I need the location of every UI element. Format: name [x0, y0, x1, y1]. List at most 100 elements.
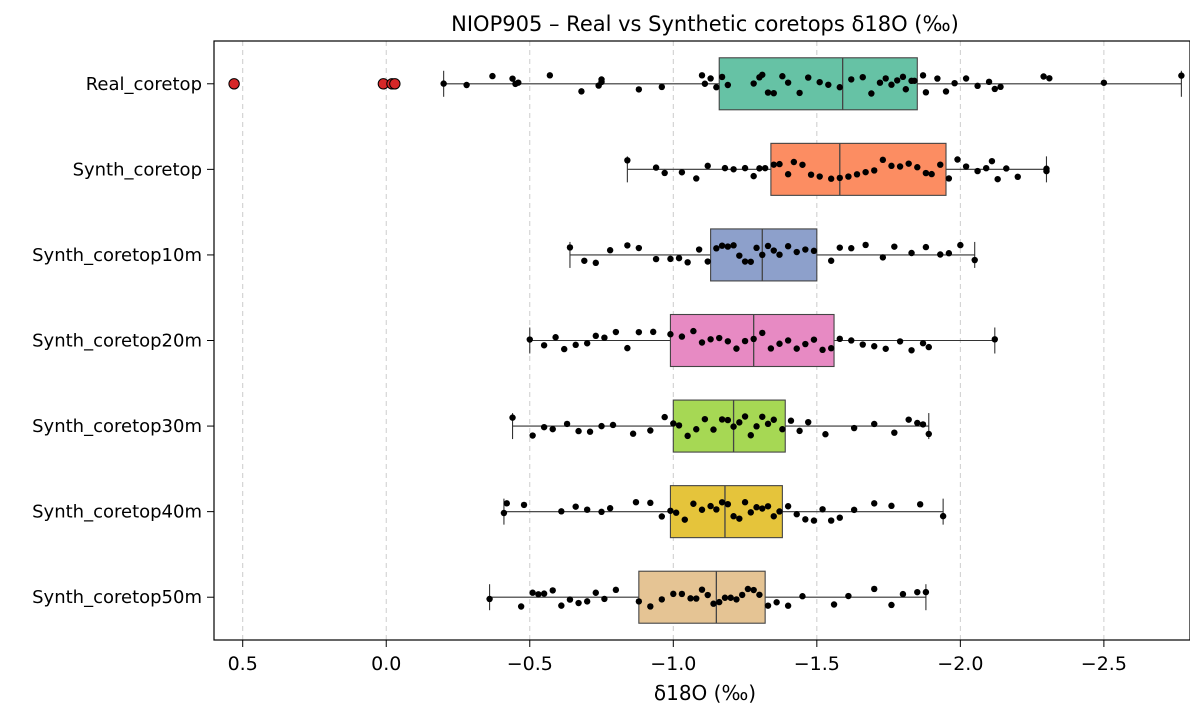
- data-point: [810, 247, 818, 255]
- data-point: [779, 73, 786, 80]
- data-point: [733, 345, 740, 352]
- data-point: [767, 345, 775, 352]
- data-point: [836, 84, 843, 91]
- data-point: [937, 251, 944, 258]
- data-point: [624, 242, 631, 249]
- category-label: Synth_coretop50m: [32, 587, 202, 608]
- data-point: [687, 595, 694, 602]
- outlier-point: [228, 78, 240, 90]
- data-point: [535, 591, 542, 598]
- data-point: [805, 418, 812, 426]
- data-point: [937, 161, 944, 168]
- data-point: [693, 595, 700, 602]
- data-point: [759, 329, 766, 337]
- data-point: [612, 328, 620, 336]
- data-point: [928, 170, 935, 178]
- data-point: [704, 258, 711, 265]
- data-point: [635, 598, 643, 605]
- data-point: [598, 508, 605, 516]
- data-point: [827, 345, 835, 352]
- data-point: [908, 249, 915, 257]
- data-point: [764, 602, 772, 609]
- chart-title: NIOP905 – Real vs Synthetic coretops δ18…: [451, 12, 959, 36]
- data-point: [730, 513, 737, 520]
- box-Synth_coretop30m: [511, 399, 930, 453]
- points-Real_coretop: [228, 71, 1185, 97]
- data-point: [853, 171, 861, 178]
- data-point: [710, 426, 717, 433]
- data-point: [526, 336, 533, 343]
- data-point: [759, 71, 766, 78]
- data-point: [698, 339, 706, 346]
- x-tick-label: −0.5: [507, 653, 553, 675]
- data-point: [830, 601, 838, 608]
- data-point: [827, 517, 835, 524]
- data-point: [684, 432, 691, 440]
- data-point: [888, 601, 895, 609]
- data-point: [747, 258, 754, 265]
- data-point: [957, 241, 964, 249]
- data-point: [509, 414, 516, 421]
- points-Synth_coretop50m: [486, 585, 930, 610]
- data-point: [845, 173, 852, 180]
- data-point: [592, 259, 599, 267]
- data-point: [796, 89, 803, 97]
- data-point: [716, 598, 723, 606]
- data-point: [799, 161, 806, 168]
- data-point: [922, 89, 930, 96]
- data-point: [750, 172, 757, 180]
- point-layer: [228, 71, 1185, 610]
- iqr-box: [638, 570, 766, 624]
- data-point: [962, 75, 970, 82]
- data-point: [512, 80, 519, 88]
- data-point: [707, 75, 714, 82]
- data-point: [738, 591, 746, 599]
- data-point: [698, 72, 706, 79]
- data-point: [871, 500, 878, 507]
- data-point: [753, 244, 760, 252]
- data-point: [658, 513, 666, 520]
- data-point: [667, 507, 674, 514]
- data-point: [741, 164, 749, 172]
- data-point: [934, 75, 941, 82]
- data-point: [632, 498, 640, 506]
- data-point: [658, 596, 666, 603]
- data-point: [716, 334, 723, 342]
- data-point: [945, 175, 953, 182]
- data-point: [707, 336, 714, 343]
- data-point: [773, 599, 780, 606]
- data-point: [741, 499, 749, 506]
- data-point: [578, 88, 585, 95]
- data-point: [888, 81, 895, 88]
- data-point: [750, 586, 757, 594]
- data-point: [891, 429, 898, 436]
- data-point: [693, 426, 700, 433]
- data-point: [914, 588, 921, 596]
- data-point: [793, 511, 800, 518]
- iqr-box: [669, 485, 783, 539]
- data-point: [862, 168, 869, 176]
- data-point: [730, 242, 737, 249]
- x-tick-label: −1.0: [650, 653, 696, 675]
- data-point: [581, 257, 588, 264]
- data-point: [566, 596, 574, 603]
- category-label: Synth_coretop30m: [32, 416, 202, 437]
- x-tick-label: 0.5: [228, 653, 258, 675]
- box-layer: [443, 57, 1182, 624]
- iqr-box: [770, 142, 947, 196]
- data-point: [647, 603, 654, 610]
- data-point: [736, 419, 743, 426]
- data-point: [678, 333, 686, 340]
- data-point: [661, 413, 668, 421]
- data-point: [859, 341, 866, 348]
- data-point: [759, 251, 766, 259]
- outlier-point: [389, 78, 401, 90]
- data-point: [693, 175, 700, 182]
- data-point: [561, 345, 568, 353]
- data-point: [667, 331, 674, 338]
- data-point: [919, 72, 927, 79]
- data-point: [704, 591, 711, 599]
- data-point: [592, 589, 599, 596]
- data-point: [836, 335, 843, 343]
- data-point: [776, 160, 783, 168]
